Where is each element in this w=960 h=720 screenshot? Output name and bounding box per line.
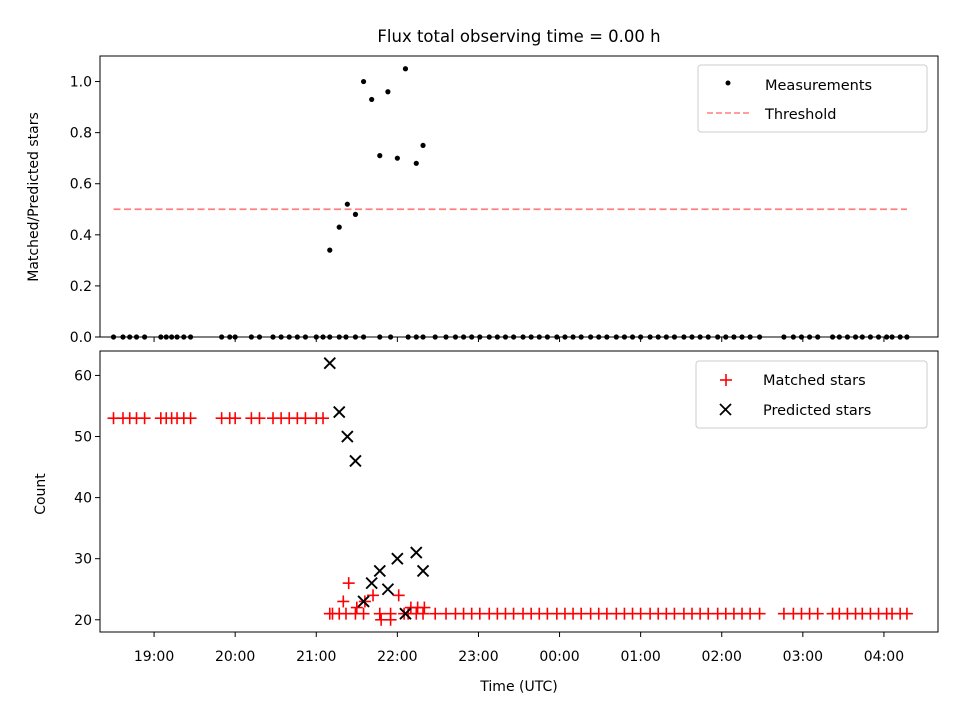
bottom-x-axis-label: Time (UTC) [479,679,557,695]
measurement-point [352,211,359,217]
measurements-legend-label: Measurements [765,78,872,94]
matched-stars-point [811,607,824,620]
predicted-stars-legend-label: Predicted stars [763,403,871,419]
bottom-x-tick-label: 19:00 [134,649,174,665]
top-y-tick-label: 0.6 [70,177,92,193]
matched-stars-point [337,595,350,608]
matched-stars-point [184,412,197,425]
top-panel: 0.0 0.2 0.4 0.6 0.8 1.0 Matched/Predicted sta… [26,55,939,346]
bottom-x-tick-label: 03:00 [783,649,823,665]
matched-stars-point [358,595,371,608]
measurement-point [360,78,367,85]
predicted-stars-point [410,546,423,559]
matched-stars-point [317,412,330,425]
bottom-y-tick-label: 50 [74,430,92,446]
predicted-stars-point [333,405,346,419]
predicted-stars-point [357,595,370,608]
top-legend-frame [697,64,928,133]
top-y-tick-label: 0.8 [70,126,92,142]
measurement-point [377,153,383,159]
matched-stars-point [138,412,151,425]
measurement-point [369,96,375,103]
measurement-point [344,201,350,207]
matched-stars-point [392,589,405,602]
bottom-panel-marks [107,357,913,626]
bottom-x-tick-label: 02:00 [702,649,742,665]
measurement-point [394,155,400,161]
predicted-stars-point [416,564,430,578]
matched-stars-point [299,412,312,425]
bottom-y-tick-label: 40 [74,491,92,507]
top-y-axis-label: Matched/Predicted stars [26,112,42,282]
top-y-tick-label: 1.0 [70,75,92,91]
bottom-y-tick-label: 60 [74,368,92,384]
predicted-stars-point [349,454,362,468]
bottom-x-tick-label: 01:00 [620,649,660,665]
measurement-point [402,66,409,72]
bottom-x-tick-label: 21:00 [296,649,336,665]
bottom-x-tick-label: 04:00 [864,649,904,665]
measurement-point [420,142,426,149]
top-legend: Measurements Threshold [697,64,928,133]
matched-stars-point [342,577,355,590]
top-y-tick-label: 0.0 [70,330,92,346]
measurement-point [336,224,342,230]
top-chart-title: Flux total observing time = 0.00 h [377,27,660,46]
bottom-y-tick-label: 30 [74,552,92,568]
predicted-stars-legend-marker [719,403,732,416]
top-panel-frame [99,55,939,338]
predicted-stars-point [323,357,336,370]
measurement-point [327,247,333,253]
bottom-y-axis-label: Count [33,473,49,515]
matched-stars-point [350,601,363,614]
predicted-stars-point [373,564,386,578]
bottom-legend: Matched stars Predicted stars [695,360,928,429]
matched-stars-point [253,412,266,425]
predicted-stars-point [341,430,354,443]
matched-stars-point [384,613,397,626]
top-y-tick-label: 0.4 [70,228,92,244]
bottom-x-tick-label: 20:00 [215,649,255,665]
bottom-x-tick-label: 23:00 [458,649,498,665]
measurement-point [385,89,391,95]
matched-stars-point [429,607,442,620]
matched-stars-point [326,607,339,620]
bottom-y-tick-label: 20 [74,613,92,629]
matched-stars-point [418,601,431,614]
matched-stars-point [900,607,913,620]
matched-stars-point [367,589,380,602]
top-y-ticks: 0.0 0.2 0.4 0.6 0.8 1.0 [70,75,100,346]
top-x-ticks [153,337,885,342]
bottom-legend-frame [695,360,928,429]
matched-stars-point [417,607,430,620]
predicted-stars-point [381,583,395,596]
predicted-stars-point [391,552,404,565]
matched-stars-point [373,607,386,620]
measurement-point [413,160,419,166]
matched-stars-legend-label: Matched stars [763,373,866,389]
predicted-stars-point [365,576,378,590]
matched-stars-point [398,607,411,620]
bottom-y-ticks: 20 30 40 50 60 [74,368,100,629]
matched-stars-point [357,607,370,620]
top-y-tick-label: 0.2 [70,279,92,295]
bottom-x-ticks: 19:00 20:00 21:00 22:00 23:00 00:00 01:00 02:00… [134,632,904,665]
bottom-panel-frame [99,350,939,633]
bottom-x-tick-label: 22:00 [377,649,417,665]
matched-stars-point [753,607,766,620]
bottom-panel: 20 30 40 50 60 19:00 20:00 21:00 22:00 23:00 00:0… [33,350,939,695]
bottom-x-tick-label: 00:00 [539,649,579,665]
matched-stars-legend-marker [720,374,732,386]
predicted-stars-point [399,607,412,620]
threshold-legend-label: Threshold [764,107,836,123]
measurements-legend-marker [725,80,731,86]
matched-stars-point [229,412,242,425]
